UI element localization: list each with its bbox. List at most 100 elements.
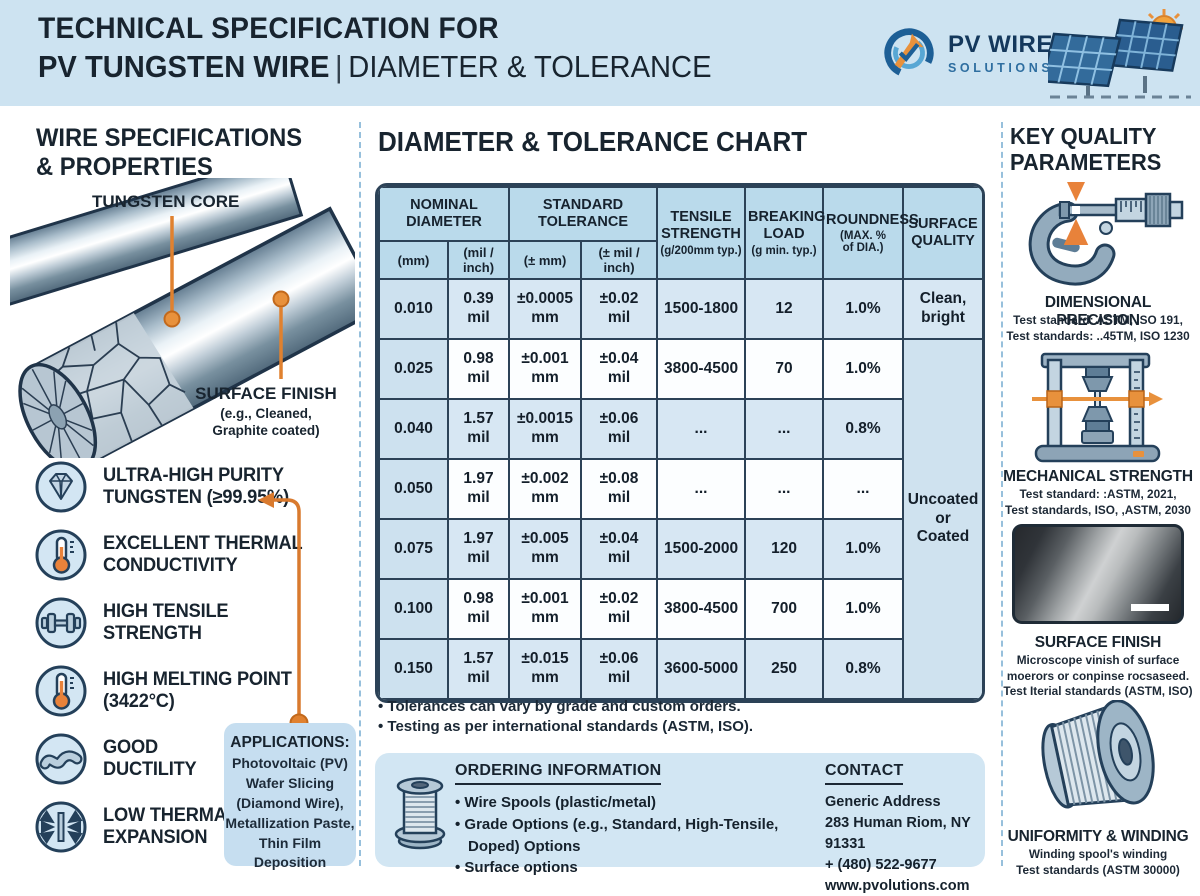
company-logo: PV WIRE SOLUTIONS: [880, 24, 1053, 82]
cell-roundness: 1.0%: [822, 278, 905, 340]
property-label: EXPANSION: [103, 827, 208, 848]
contact-address-line: 283 Human Riom, NY 91331: [825, 815, 971, 853]
table-row: 0.100 0.98 mil ±0.001 mm ±0.02 mil 3800-…: [378, 578, 982, 640]
left-column-divider: [359, 122, 361, 866]
cell-surface-quality-merged: Uncoated or Coated: [902, 338, 982, 700]
cell-breaking: 70: [744, 338, 825, 400]
title-line2: PV TUNGSTEN WIRE | DIAMETER & TOLERANCE: [38, 49, 712, 85]
surface-finish-standards: Microscope vinish of surface moerors or …: [1003, 653, 1193, 699]
property-label: STRENGTH: [103, 623, 202, 644]
cell-nominal-mm: 0.150: [378, 638, 449, 700]
cell-nominal-mm: 0.075: [378, 518, 449, 580]
cell-tolerance-mm: ±0.005 mm: [508, 518, 583, 580]
col-header-standard-tolerance: STANDARD TOLERANCE: [508, 186, 659, 242]
footnote: • Testing as per international standards…: [378, 718, 754, 736]
cell-tolerance-mil: ±0.02 mil: [580, 578, 659, 640]
contact-phone: + (480) 522-9677: [825, 857, 937, 874]
ductility-wave-icon: [35, 733, 87, 785]
chart-title: DIAMETER & TOLERANCE CHART: [378, 126, 808, 157]
right-column-divider: [1001, 122, 1003, 866]
mechanical-strength-standards: Test standard: :ASTM, 2021, Test standar…: [1005, 487, 1191, 517]
cell-tolerance-mil: ±0.04 mil: [580, 518, 659, 580]
property-label: CONDUCTIVITY: [103, 555, 238, 576]
cell-roundness: 1.0%: [822, 338, 905, 400]
contact-title: CONTACT: [825, 762, 904, 785]
cell-tolerance-mil: ±0.06 mil: [580, 638, 659, 700]
property-label: (3422°C): [103, 691, 175, 712]
ordering-item: • Surface options: [455, 859, 578, 877]
property-label: GOOD: [103, 736, 158, 758]
property-item-thermal-expansion: LOW THERMAL EXPANSION: [34, 800, 243, 854]
cell-roundness: ...: [822, 458, 905, 520]
cell-nominal-mil: 1.57 mil: [446, 398, 511, 460]
col-header-roundness: ROUNDNESS (MAX. % of DIA.): [822, 186, 919, 280]
surface-finish-label: SURFACE FINISH (e.g., Cleaned, Graphite …: [182, 384, 350, 440]
thermometer-icon: [35, 529, 87, 581]
title-subject: DIAMETER & TOLERANCE: [348, 49, 712, 84]
cell-breaking: ...: [744, 398, 825, 460]
property-item-ductility: GOOD DUCTILITY: [34, 732, 200, 786]
cell-nominal-mil: 0.98 mil: [446, 578, 511, 640]
cell-tolerance-mm: ±0.001 mm: [508, 338, 583, 400]
core-callout-dot: [163, 310, 181, 328]
col-header-tensile-strength: TENSILE STRENGTH (g/200mm typ.): [656, 186, 747, 280]
thermal-expansion-arrows-icon: [35, 801, 87, 853]
title-line1: TECHNICAL SPECIFICATION FOR: [38, 12, 499, 45]
cell-tensile: ...: [656, 398, 747, 460]
surface-finish-title: SURFACE FINISH: [195, 384, 337, 403]
surface-finish-title: SURFACE FINISH: [1034, 634, 1162, 651]
left-heading-line1: WIRE SPECIFICATIONS: [36, 124, 303, 152]
cell-nominal-mil: 0.98 mil: [446, 338, 511, 400]
cell-nominal-mil: 1.57 mil: [446, 638, 511, 700]
property-label: LOW THERMAL: [103, 804, 238, 826]
scale-bar: [1131, 604, 1169, 611]
ordering-info: ORDERING INFORMATION • Wire Spools (plas…: [455, 762, 790, 879]
mechanical-strength-title: MECHANICAL STRENGTH: [1003, 468, 1193, 485]
cell-roundness: 0.8%: [822, 638, 905, 700]
left-heading-line2: & PROPERTIES: [36, 152, 213, 181]
dimensional-precision-title: DIMENSIONAL PRECISION: [1044, 294, 1152, 329]
col-header-breaking-load: BREAKING LOAD (g min. typ.): [744, 186, 825, 280]
cell-breaking: ...: [744, 458, 825, 520]
tensile-tester-illustration: [1032, 352, 1163, 463]
right-heading-line1: KEY QUALITY: [1010, 123, 1157, 149]
ordering-information-box: ORDERING INFORMATION • Wire Spools (plas…: [375, 753, 985, 894]
cell-nominal-mil: 1.97 mil: [446, 518, 511, 580]
property-label: DUCTILITY: [103, 759, 197, 780]
right-heading-line2: PARAMETERS: [1010, 148, 1162, 175]
cell-roundness: 1.0%: [822, 518, 905, 580]
cell-tolerance-mm: ±0.002 mm: [508, 458, 583, 520]
logo-subtitle: SOLUTIONS: [948, 61, 1054, 75]
cell-tolerance-mil: ±0.08 mil: [580, 458, 659, 520]
cell-breaking: 250: [744, 638, 825, 700]
applications-title: APPLICATIONS:: [230, 734, 350, 751]
footnote: • Tolerances can vary by grade and custo…: [378, 698, 741, 715]
cell-tensile: 1500-1800: [656, 278, 747, 340]
table-row: 0.050 1.97 mil ±0.002 mm ±0.08 mil ... .…: [378, 458, 982, 520]
winding-spool-illustration: [1041, 700, 1155, 809]
cell-roundness: 1.0%: [822, 578, 905, 640]
cell-breaking: 700: [744, 578, 825, 640]
cell-tolerance-mm: ±0.015 mm: [508, 638, 583, 700]
subheader-mm: (mm): [378, 240, 449, 280]
ordering-item: • Grade Options (e.g., Standard, High-Te…: [455, 815, 779, 855]
col-header-nominal-diameter: NOMINAL DIAMETER: [378, 186, 511, 242]
uniformity-winding-standards: Winding spool's winding Test standards (…: [1016, 847, 1180, 877]
cell-tolerance-mil: ±0.06 mil: [580, 398, 659, 460]
cell-tensile: 3800-4500: [656, 338, 747, 400]
table-row: 0.150 1.57 mil ±0.015 mm ±0.06 mil 3600-…: [378, 638, 982, 700]
left-section-heading: WIRE SPECIFICATIONS & PROPERTIES: [36, 124, 302, 181]
micrometer-illustration: [1028, 182, 1184, 286]
property-label: TUNGSTEN (≥99.95%): [103, 487, 289, 508]
property-label: EXCELLENT THERMAL: [103, 532, 303, 554]
property-label: HIGH TENSILE: [103, 600, 229, 622]
table-row: 0.025 0.98 mil ±0.001 mm ±0.04 mil 3800-…: [378, 338, 982, 700]
contact-address-line: Generic Address: [825, 794, 941, 810]
cell-nominal-mm: 0.040: [378, 398, 449, 460]
table-footnotes: • Tolerances can vary by grade and custo…: [378, 697, 753, 738]
logo-swirl-icon: [884, 28, 934, 78]
cell-nominal-mil: 1.97 mil: [446, 458, 511, 520]
logo-text: PV WIRE SOLUTIONS: [948, 31, 1053, 75]
sem-micrograph-image: [1012, 524, 1184, 624]
